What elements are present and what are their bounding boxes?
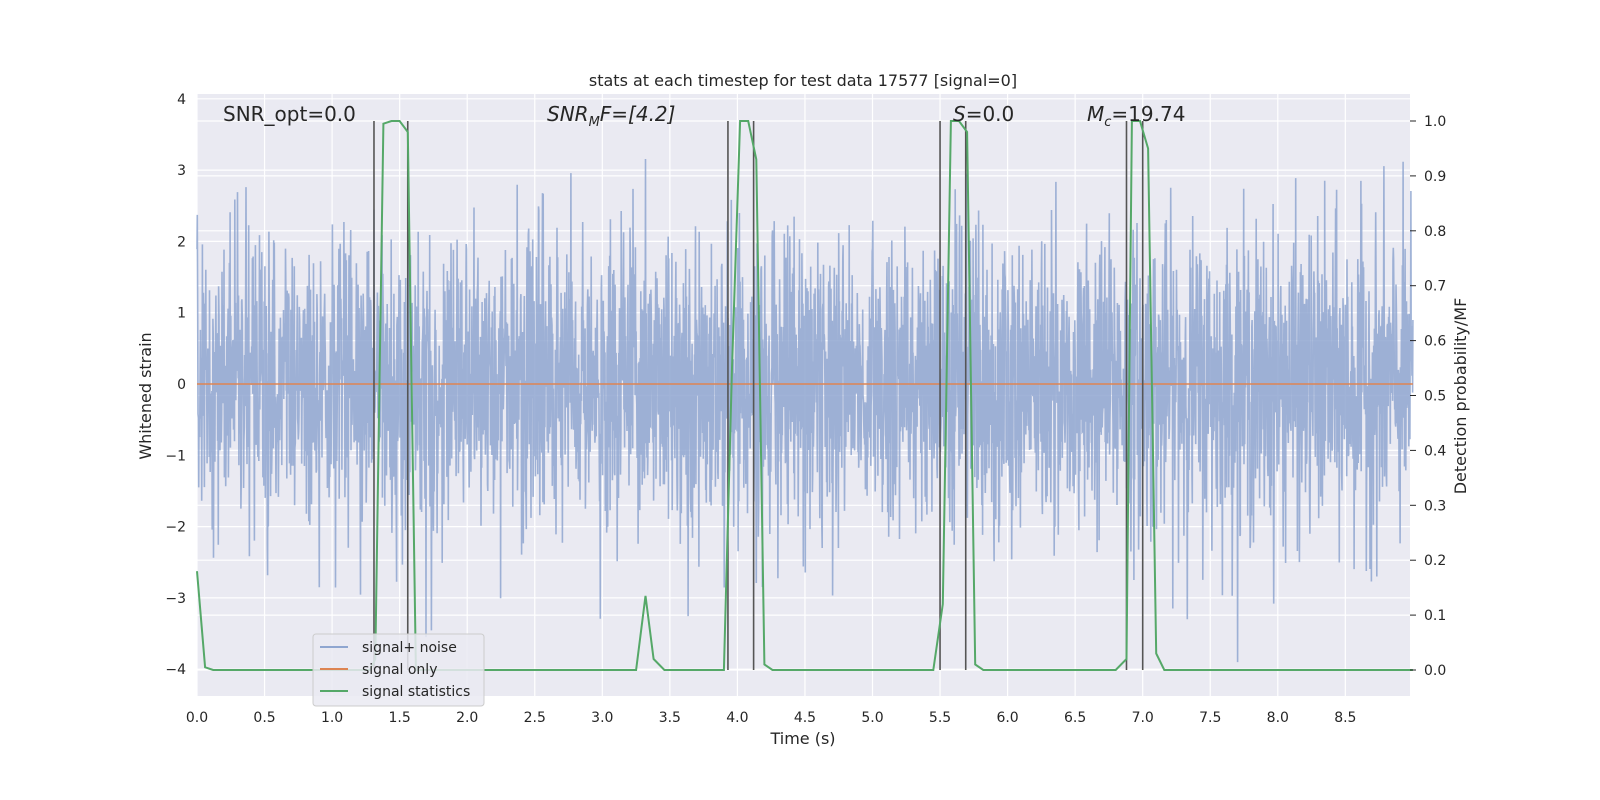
- x-tick-label: 1.0: [321, 710, 343, 726]
- y-right-tick-label: 0.7: [1424, 279, 1446, 295]
- y-right-tick-label: 0.2: [1424, 553, 1446, 569]
- y-right-tick-label: 0.8: [1424, 224, 1446, 240]
- x-axis-ticks: 0.0 0.5 1.0 1.5 2.0 2.5 3.0 3.5 4.0 4.5 5.0 5.5 6.0 6…: [186, 710, 1357, 726]
- x-tick-label: 5.0: [861, 710, 883, 726]
- chart-title: stats at each timestep for test data 175…: [589, 71, 1017, 90]
- x-tick-label: 8.5: [1334, 710, 1356, 726]
- signal-statistics-line: [196, 120, 1413, 671]
- x-tick-label: 6.0: [996, 710, 1018, 726]
- y-left-tick-label: 3: [177, 163, 186, 179]
- annotation-mc: Mc=19.74: [1087, 102, 1185, 130]
- y-right-tick-label: 1.0: [1424, 114, 1446, 130]
- annotation-snr-mf-main: SNR: [547, 102, 589, 126]
- y-left-tick-label: −2: [165, 520, 186, 536]
- legend-label-signal-noise: signal+ noise: [362, 640, 457, 656]
- legend: signal+ noise signal only signal statist…: [312, 633, 485, 707]
- y-right-axis-ticks: 1.0 0.9 0.8 0.7 0.6 0.5 0.4 0.3 0.2 0.1 0.0: [1410, 114, 1446, 679]
- x-tick-label: 3.5: [659, 710, 681, 726]
- legend-label-signal-only: signal only: [362, 662, 437, 678]
- y-right-tick-label: 0.0: [1424, 663, 1446, 679]
- signal-noise-line: [196, 158, 1414, 663]
- annotation-snr-opt: SNR_opt=0.0: [223, 102, 356, 126]
- x-tick-label: 0.0: [186, 710, 208, 726]
- y-left-axis-label: Whitened strain: [136, 332, 155, 459]
- annotation-s-label: S: [953, 102, 966, 126]
- annotation-snr-mf: SNRMF=[4.2]: [547, 102, 675, 130]
- annotation-s-value: =0.0: [966, 102, 1015, 126]
- x-tick-label: 8.0: [1267, 710, 1289, 726]
- y-left-tick-label: 2: [177, 234, 186, 250]
- annotation-mc-main: M: [1087, 102, 1104, 126]
- x-tick-label: 6.5: [1064, 710, 1086, 726]
- y-left-tick-label: −3: [165, 591, 186, 607]
- annotation-mc-sub: c: [1104, 115, 1111, 130]
- legend-box: [312, 633, 485, 707]
- annotation-mc-value: =19.74: [1111, 102, 1185, 126]
- x-tick-label: 7.0: [1132, 710, 1154, 726]
- annotation-s: S=0.0: [953, 102, 1014, 126]
- y-left-axis-ticks: 4 3 2 1 0 −1 −2 −3 −4: [165, 92, 186, 678]
- legend-label-signal-statistics: signal statistics: [362, 684, 470, 700]
- x-tick-label: 4.0: [726, 710, 748, 726]
- y-left-tick-label: 0: [177, 377, 186, 393]
- y-right-tick-label: 0.6: [1424, 334, 1446, 350]
- y-right-tick-label: 0.1: [1424, 608, 1446, 624]
- x-tick-label: 4.5: [794, 710, 816, 726]
- y-right-tick-label: 0.4: [1424, 443, 1446, 459]
- x-tick-label: 7.5: [1199, 710, 1221, 726]
- x-tick-label: 5.5: [929, 710, 951, 726]
- x-axis-label: Time (s): [769, 729, 835, 748]
- x-tick-label: 2.0: [456, 710, 478, 726]
- x-tick-label: 1.5: [389, 710, 411, 726]
- x-tick-label: 2.5: [524, 710, 546, 726]
- signal-noise-series: [196, 158, 1414, 663]
- annotation-snr-mf-rest: F=[4.2]: [600, 102, 676, 126]
- vertical-markers: [373, 121, 1144, 670]
- x-tick-label: 3.0: [591, 710, 613, 726]
- y-left-tick-label: −1: [165, 448, 186, 464]
- annotation-snr-mf-sub: M: [589, 115, 600, 130]
- y-left-tick-label: 4: [177, 92, 186, 108]
- y-right-tick-label: 0.3: [1424, 498, 1446, 514]
- y-right-tick-label: 0.9: [1424, 169, 1446, 185]
- y-left-tick-label: 1: [177, 306, 186, 322]
- y-right-tick-label: 0.5: [1424, 389, 1446, 405]
- signal-statistics-series: [196, 120, 1413, 671]
- y-right-axis-label: Detection probability/MF: [1451, 298, 1470, 495]
- y-left-tick-label: −4: [165, 662, 186, 678]
- x-tick-label: 0.5: [253, 710, 275, 726]
